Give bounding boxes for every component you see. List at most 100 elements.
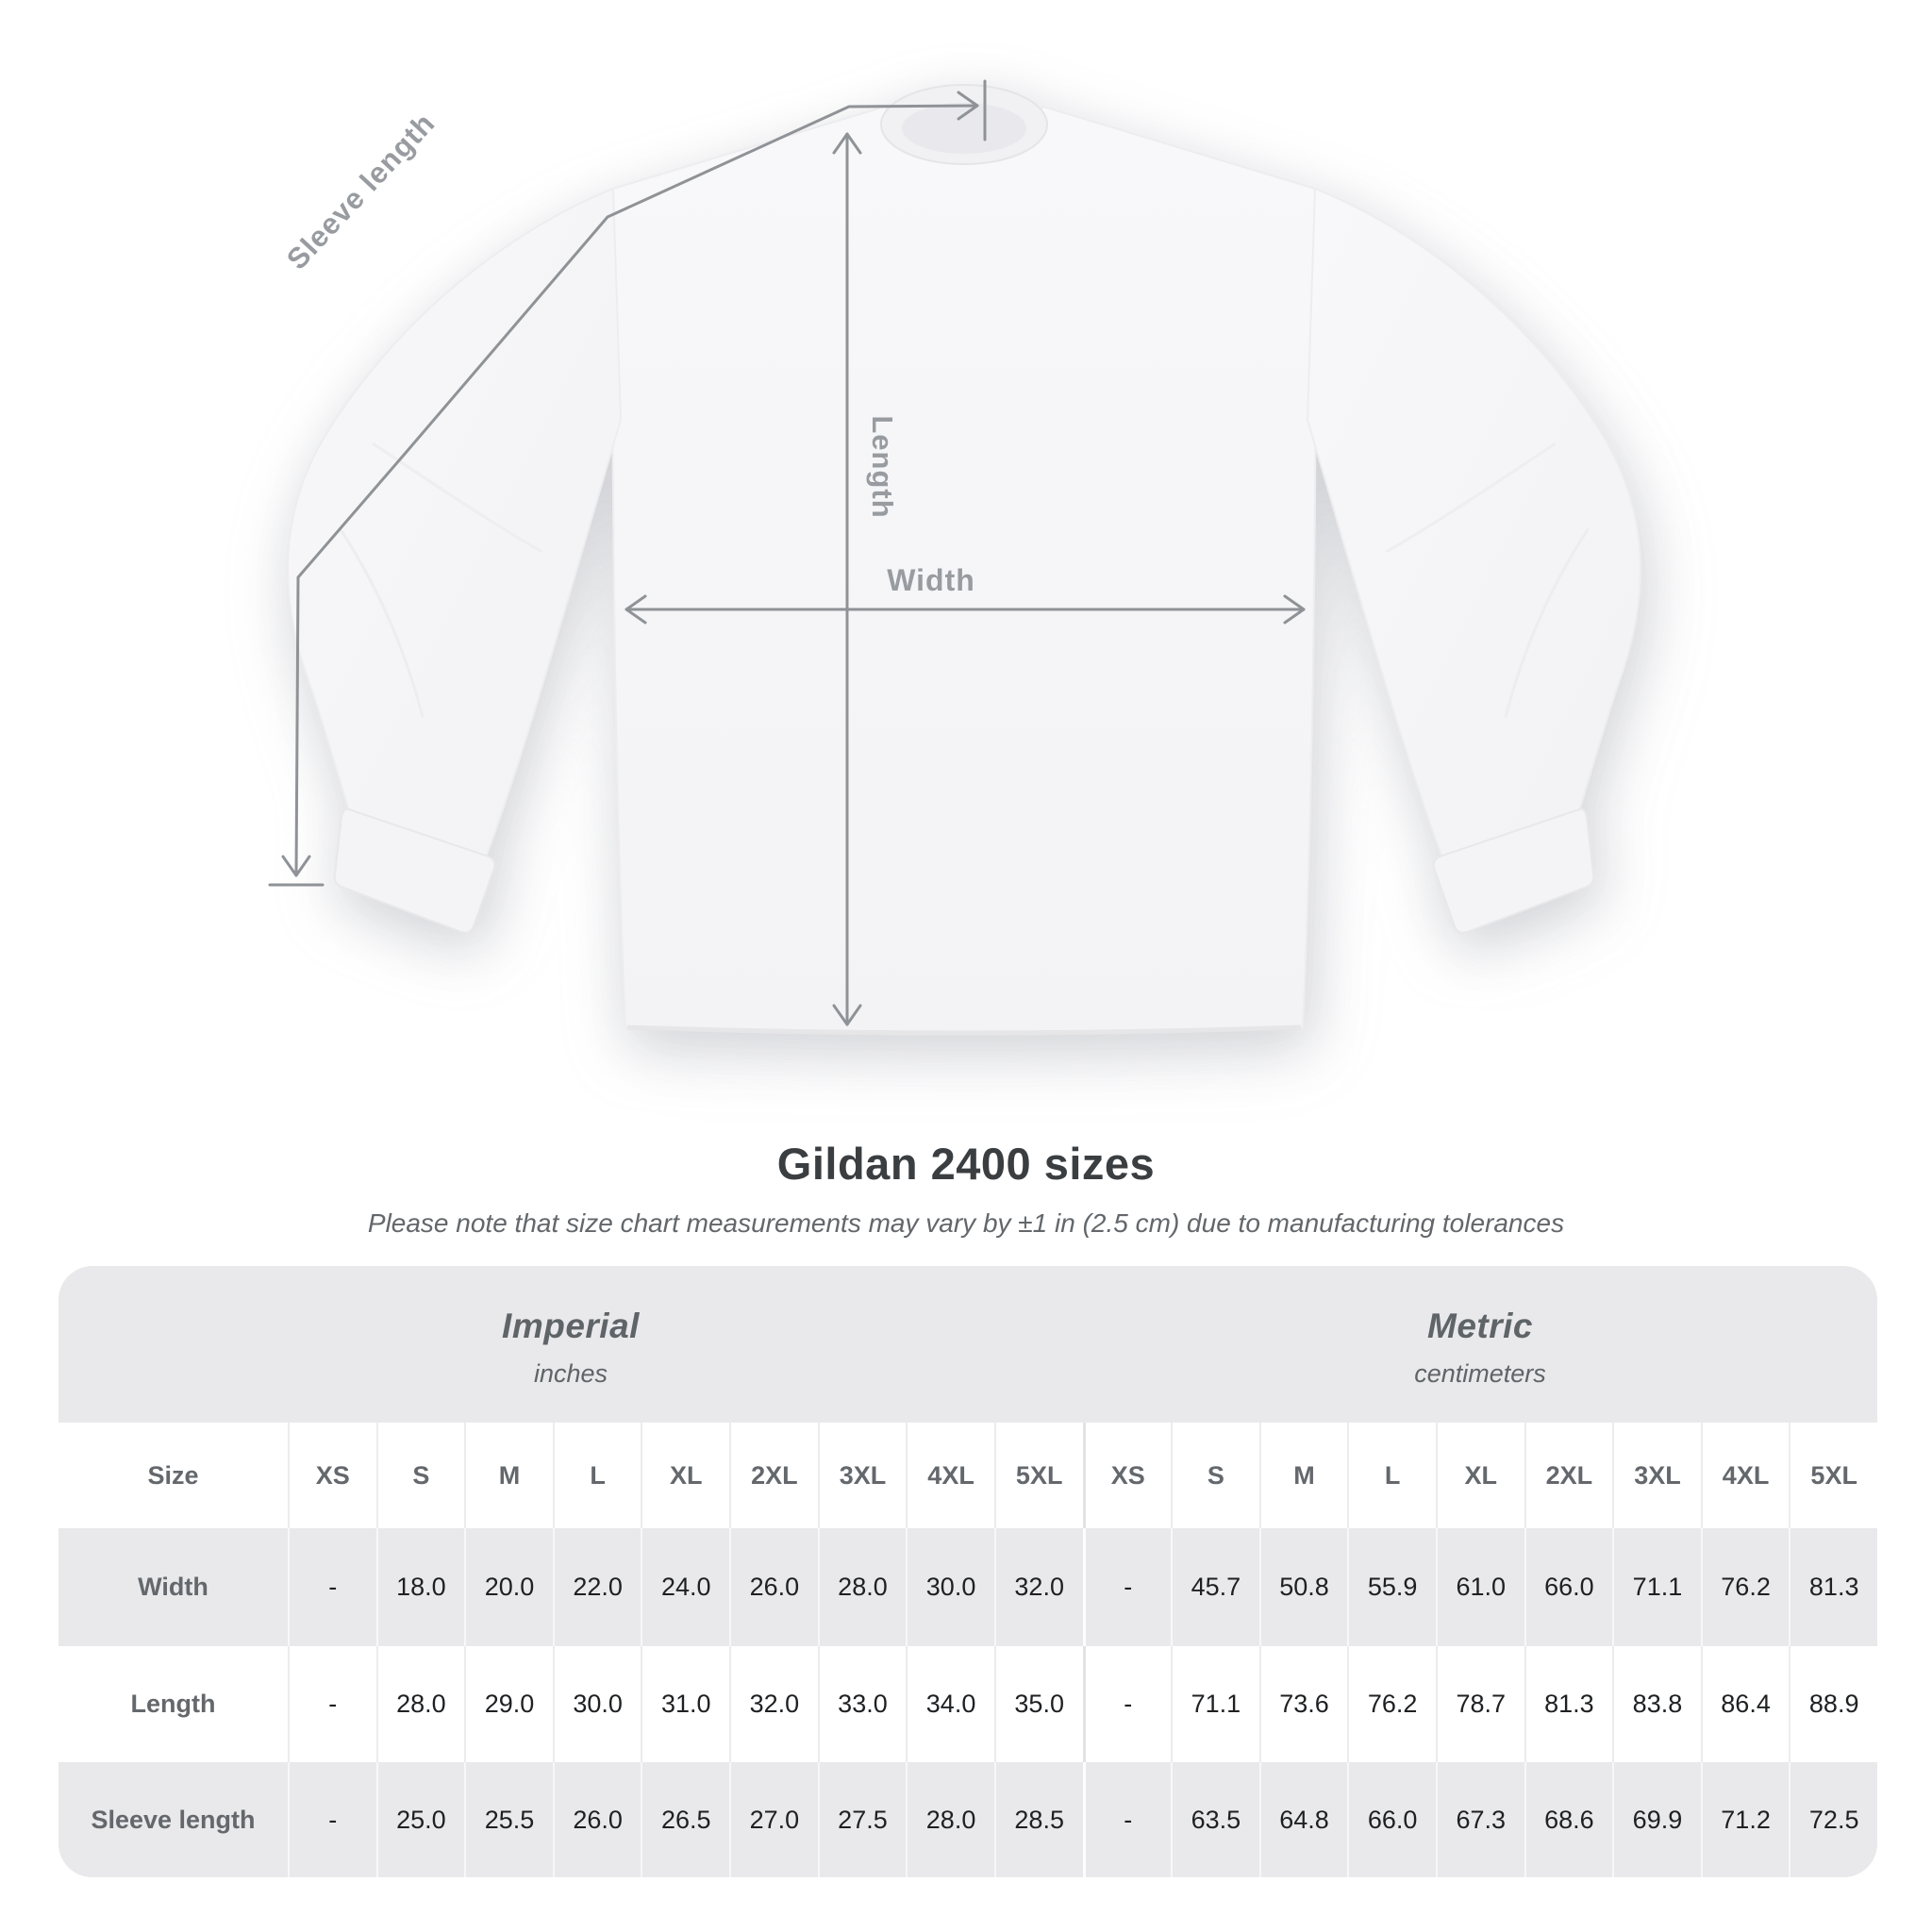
size-value-cell: 28.0 — [375, 1646, 465, 1762]
size-value-cell: 18.0 — [375, 1528, 465, 1646]
size-value-cell: 88.9 — [1789, 1646, 1877, 1762]
shirt-collar-opening — [902, 103, 1026, 154]
size-value-cell: 55.9 — [1347, 1528, 1436, 1646]
size-value-cell: - — [288, 1528, 376, 1646]
left-sleeve — [287, 187, 623, 862]
size-column-header: 5XL — [1789, 1423, 1877, 1528]
width-label: Width — [887, 563, 975, 597]
metric-heading: Metric — [1427, 1306, 1533, 1345]
size-column-header: 2XL — [729, 1423, 818, 1528]
size-value-cell: 32.0 — [729, 1646, 818, 1762]
size-value-cell: 66.0 — [1347, 1762, 1436, 1877]
size-value-cell: 33.0 — [817, 1646, 907, 1762]
size-value-cell: 71.1 — [1171, 1646, 1259, 1762]
size-value-cell: 86.4 — [1700, 1646, 1790, 1762]
size-value-cell: 73.6 — [1258, 1646, 1348, 1762]
imperial-unit-label: inches — [533, 1358, 608, 1388]
size-column-header: M — [1258, 1423, 1348, 1528]
size-value-cell: 27.0 — [729, 1762, 818, 1877]
size-value-cell: 30.0 — [552, 1646, 641, 1762]
size-value-cell: 20.0 — [464, 1528, 553, 1646]
size-column-header: 4XL — [906, 1423, 994, 1528]
size-value-cell: 28.0 — [906, 1762, 994, 1877]
page-title: Gildan 2400 sizes — [776, 1139, 1156, 1189]
row-label: Sleeve length — [91, 1805, 256, 1834]
size-value-cell: 63.5 — [1171, 1762, 1259, 1877]
size-value-cell: 50.8 — [1258, 1528, 1348, 1646]
size-value-cell: - — [1082, 1528, 1172, 1646]
size-value-cell: 26.5 — [641, 1762, 729, 1877]
size-table-body: Width -18.0 20.0 22.0 24.0 26.0 28.0 30.0 32.0-4… — [58, 1528, 1877, 1877]
width-measure-arrow — [625, 594, 1306, 625]
shirt-measurement-diagram: Sleeve length Length Width — [268, 79, 1641, 1036]
size-column-header: XS — [288, 1423, 376, 1528]
size-column-header: L — [1347, 1423, 1436, 1528]
size-column-header: XL — [641, 1423, 729, 1528]
sleeve-length-measure-line — [268, 79, 987, 887]
size-value-cell: 28.0 — [817, 1528, 907, 1646]
size-value-cell: - — [288, 1646, 376, 1762]
size-value-cell: 26.0 — [552, 1762, 641, 1877]
table-row: Width -18.0 20.0 22.0 24.0 26.0 28.0 30.0 32.0-4… — [58, 1528, 1877, 1646]
length-measure-arrow — [832, 132, 862, 1026]
size-column-header: L — [552, 1423, 641, 1528]
size-value-cell: 76.2 — [1700, 1528, 1790, 1646]
row-label: Width — [138, 1573, 208, 1601]
size-column-header: XL — [1435, 1423, 1524, 1528]
length-label: Length — [866, 415, 899, 518]
size-value-cell: 83.8 — [1612, 1646, 1701, 1762]
size-value-cell: 35.0 — [993, 1646, 1083, 1762]
size-value-cell: 30.0 — [906, 1528, 994, 1646]
size-value-cell: - — [1082, 1762, 1172, 1877]
sleeve-length-label: Sleeve length — [280, 107, 441, 276]
size-value-cell: 68.6 — [1524, 1762, 1613, 1877]
unit-group-imperial: Imperial inches — [58, 1266, 1083, 1423]
size-header-row: Size XS S M L XL 2XL 3XL 4XL 5XL XS S M L XL 2XL 3XL 4XL… — [58, 1423, 1877, 1528]
size-value-cell: 78.7 — [1435, 1646, 1524, 1762]
size-value-cell: - — [1082, 1646, 1172, 1762]
size-value-cell: 69.9 — [1612, 1762, 1701, 1877]
size-column-header: 3XL — [817, 1423, 907, 1528]
size-column-header: 2XL — [1524, 1423, 1613, 1528]
size-value-cell: 61.0 — [1435, 1528, 1524, 1646]
unit-band: Imperial inches Metric centimeters — [58, 1266, 1877, 1423]
right-sleeve — [1306, 187, 1641, 862]
metric-unit-label: centimeters — [1414, 1358, 1546, 1388]
size-value-cell: 72.5 — [1789, 1762, 1877, 1877]
size-column-header: 4XL — [1700, 1423, 1790, 1528]
size-column-header: 3XL — [1612, 1423, 1701, 1528]
size-header: Size — [147, 1460, 199, 1490]
size-value-cell: 25.0 — [375, 1762, 465, 1877]
size-value-cell: 22.0 — [552, 1528, 641, 1646]
row-label: Length — [130, 1690, 216, 1718]
size-value-cell: 24.0 — [641, 1528, 729, 1646]
size-value-cell: 64.8 — [1258, 1762, 1348, 1877]
size-value-cell: 71.2 — [1700, 1762, 1790, 1877]
left-cuff — [333, 808, 496, 934]
imperial-heading: Imperial — [502, 1306, 640, 1345]
size-value-cell: 45.7 — [1171, 1528, 1259, 1646]
page-subtitle: Please note that size chart measurements… — [367, 1208, 1565, 1238]
size-value-cell: 81.3 — [1789, 1528, 1877, 1646]
right-cuff — [1432, 808, 1595, 934]
size-value-cell: 67.3 — [1435, 1762, 1524, 1877]
size-column-header: M — [464, 1423, 553, 1528]
size-value-cell: 71.1 — [1612, 1528, 1701, 1646]
size-column-header: S — [1171, 1423, 1259, 1528]
size-value-cell: - — [288, 1762, 376, 1877]
shirt-graphic — [287, 84, 1641, 1036]
size-value-cell: 31.0 — [641, 1646, 729, 1762]
size-value-cell: 81.3 — [1524, 1646, 1613, 1762]
size-value-cell: 66.0 — [1524, 1528, 1613, 1646]
size-column-header: S — [375, 1423, 465, 1528]
size-value-cell: 26.0 — [729, 1528, 818, 1646]
size-value-cell: 76.2 — [1347, 1646, 1436, 1762]
size-value-cell: 27.5 — [817, 1762, 907, 1877]
table-row: Sleeve length -25.0 25.5 26.0 26.5 27.0 27.5 28… — [58, 1762, 1877, 1877]
size-table: Imperial inches Metric centimeters Size … — [58, 1266, 1877, 1877]
size-value-cell: 34.0 — [906, 1646, 994, 1762]
size-column-header: XS — [1082, 1423, 1172, 1528]
size-value-cell: 29.0 — [464, 1646, 553, 1762]
size-value-cell: 28.5 — [993, 1762, 1083, 1877]
size-value-cell: 32.0 — [993, 1528, 1083, 1646]
